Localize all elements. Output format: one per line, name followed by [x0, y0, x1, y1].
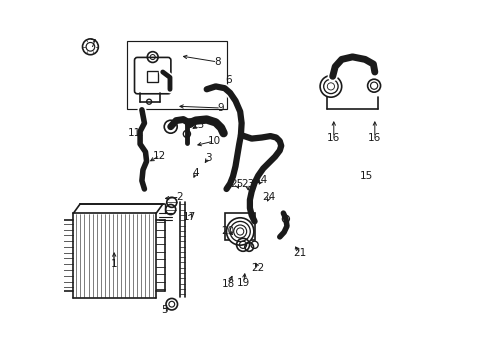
- Text: 12: 12: [153, 150, 166, 161]
- Circle shape: [226, 218, 253, 245]
- Text: 4: 4: [192, 168, 199, 178]
- Text: 7: 7: [89, 39, 96, 49]
- Text: 11: 11: [128, 128, 141, 138]
- Bar: [147, 71, 158, 82]
- Text: 23: 23: [240, 179, 253, 189]
- Text: 10: 10: [207, 136, 220, 146]
- Text: 20: 20: [221, 226, 234, 236]
- Text: 16: 16: [367, 132, 381, 143]
- Text: 16: 16: [326, 132, 340, 143]
- Text: 1: 1: [111, 258, 117, 269]
- Text: 15: 15: [359, 171, 372, 181]
- Text: 17: 17: [183, 212, 196, 222]
- Text: 22: 22: [251, 263, 264, 273]
- Text: 5: 5: [161, 305, 167, 315]
- Text: 19: 19: [237, 278, 250, 288]
- Text: 18: 18: [221, 279, 234, 289]
- Text: 2: 2: [176, 192, 183, 202]
- Text: 13: 13: [191, 120, 204, 130]
- Circle shape: [230, 221, 250, 242]
- Text: 21: 21: [293, 248, 306, 258]
- Bar: [127, 41, 226, 109]
- Text: 9: 9: [217, 103, 224, 113]
- Text: 14: 14: [255, 175, 268, 185]
- Text: 24: 24: [262, 192, 275, 202]
- Text: 25: 25: [229, 179, 243, 189]
- Bar: [224, 213, 255, 240]
- Text: 6: 6: [224, 75, 231, 85]
- Text: 3: 3: [205, 153, 211, 163]
- Text: 8: 8: [214, 57, 221, 67]
